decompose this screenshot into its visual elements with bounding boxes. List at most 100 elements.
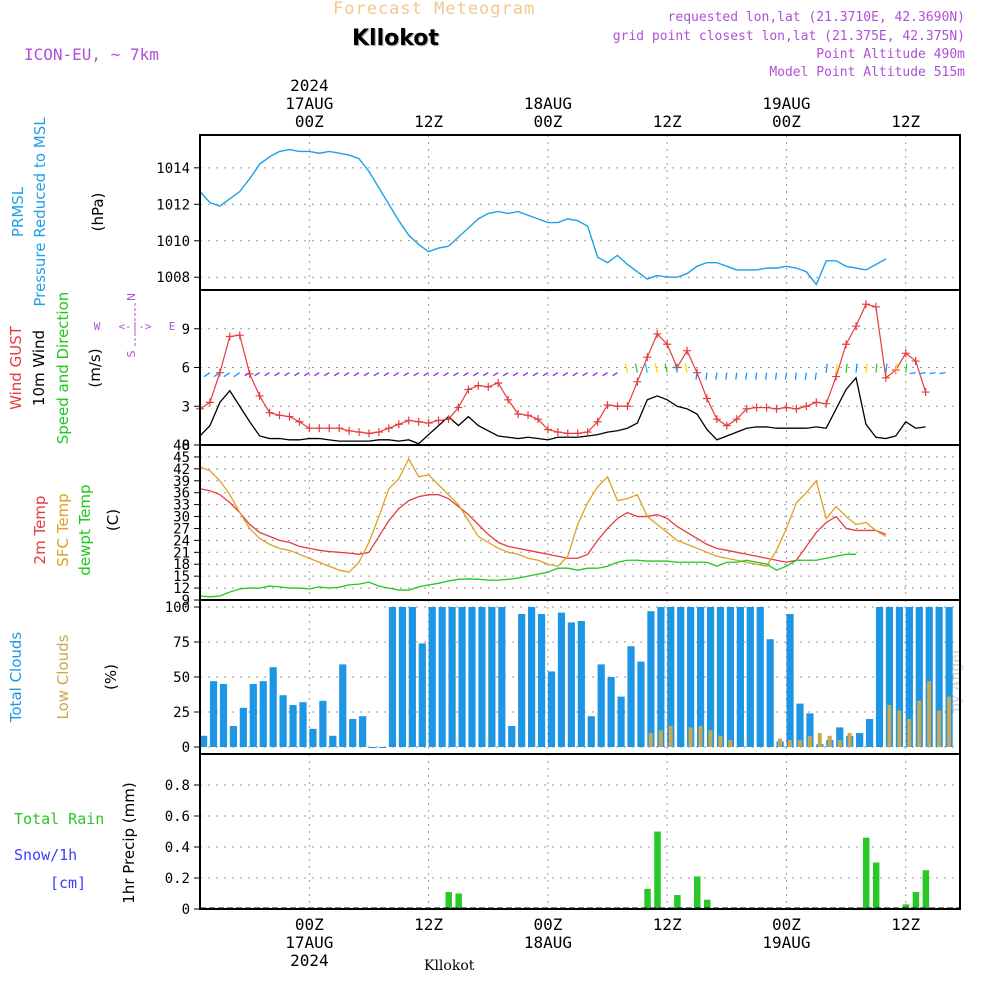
total-cloud-bar <box>388 607 397 747</box>
temp-2m-label: 2m Temp <box>31 496 49 565</box>
top-date-label: 17AUG <box>285 94 333 113</box>
rain-bar <box>644 888 651 909</box>
wind-direction-arrow <box>929 372 936 375</box>
total-cloud-bar <box>368 747 377 748</box>
total-cloud-bar <box>269 667 277 747</box>
total-cloud-bar <box>219 684 228 747</box>
temp-ytick-label: 24 <box>173 533 190 549</box>
temp-sfc-line <box>199 457 887 573</box>
low-clouds-label: Low Clouds <box>54 634 72 719</box>
total-cloud-bar <box>905 607 913 747</box>
wind-direction-arrow <box>875 363 878 373</box>
precip-ytick-label: 0.6 <box>165 809 190 825</box>
total-cloud-bar <box>349 719 357 747</box>
low-cloud-bar <box>897 710 902 747</box>
temp-ytick-label: 30 <box>173 510 190 526</box>
compass-center: <-|-> <box>118 320 151 333</box>
gust-marker <box>772 404 781 413</box>
wind-direction-arrow <box>522 372 529 377</box>
total-cloud-bar <box>498 607 506 747</box>
wind-direction-arrow <box>774 372 778 380</box>
temp-ytick-label: 21 <box>173 545 190 561</box>
wind-direction-arrow <box>463 372 469 377</box>
wind-direction-arrow <box>552 372 559 377</box>
precip-ytick-label: 0.2 <box>165 871 190 887</box>
chart-title: Forecast Meteogram <box>333 0 536 19</box>
gust-marker <box>653 329 662 338</box>
compass-north: N <box>125 293 138 301</box>
bottom-hour-label: 00Z <box>295 915 324 934</box>
gust-marker <box>702 394 711 403</box>
gust-marker <box>762 403 771 412</box>
total-cloud-bar <box>259 681 267 747</box>
low-cloud-bar <box>797 740 802 747</box>
wind-direction-arrow <box>403 372 410 377</box>
total-cloud-bar <box>508 726 516 747</box>
pressure-ytick-label: 1012 <box>156 197 190 213</box>
wind-direction-arrow <box>745 372 748 380</box>
wind-direction-arrow <box>492 372 499 377</box>
wind-ytick-label: 6 <box>182 361 190 377</box>
gust-marker <box>444 415 453 424</box>
total-cloud-bar <box>458 607 466 747</box>
wind-ytick-label: 0 <box>182 438 190 454</box>
compass-east: E <box>169 320 176 333</box>
total-cloud-bar <box>359 716 367 747</box>
wind-direction-arrow <box>343 372 350 377</box>
rain-label: Total Rain <box>14 810 104 828</box>
pressure-line <box>199 148 887 286</box>
gust-marker <box>285 412 294 421</box>
top-year-label: 2024 <box>290 76 329 95</box>
wind-direction-arrow <box>784 372 788 380</box>
gust-marker <box>464 385 473 394</box>
wind-direction-arrow <box>919 372 926 375</box>
rain-bar <box>922 870 930 909</box>
gust-marker <box>315 424 324 433</box>
total-cloud-bar <box>865 719 874 747</box>
total-cloud-bar <box>438 607 446 747</box>
wind-direction-arrow <box>674 363 678 373</box>
total-cloud-bar <box>627 646 635 747</box>
rain-bar <box>445 891 452 909</box>
point-altitude: Point Altitude 490m <box>816 47 965 62</box>
wind-direction-arrow <box>482 372 489 377</box>
wind-direction-arrow <box>244 372 251 377</box>
low-cloud-bar <box>668 726 673 747</box>
gust-marker <box>235 331 244 340</box>
gust-marker <box>404 416 413 425</box>
gust-marker <box>504 395 513 404</box>
total-cloud-bar <box>468 607 476 747</box>
bottom-hour-label: 12Z <box>891 915 920 934</box>
wind-direction-arrow <box>654 363 658 373</box>
temp-ytick-label: 9 <box>182 593 190 609</box>
bottom-hour-label: 00Z <box>772 915 801 934</box>
low-cloud-bar <box>817 733 822 747</box>
temp-panel-frame <box>199 444 961 601</box>
total-cloud-bar <box>408 607 416 747</box>
total-cloud-bar <box>935 607 943 747</box>
bottom-year-label: 2024 <box>290 951 329 970</box>
gust-marker <box>573 429 582 438</box>
gust-marker <box>434 416 443 425</box>
low-cloud-bar <box>937 710 942 747</box>
temp-ytick-label: 42 <box>173 462 190 478</box>
total-cloud-bar <box>716 607 725 747</box>
gust-marker <box>901 349 910 358</box>
gust-marker <box>623 402 632 411</box>
gust-marker <box>812 398 821 407</box>
wind-direction-arrow <box>233 372 241 378</box>
low-cloud-bar <box>827 735 832 747</box>
total-cloud-bar <box>806 713 814 747</box>
gust-marker <box>325 424 334 433</box>
gust-marker <box>643 353 652 362</box>
wind-direction-arrow <box>612 372 618 377</box>
gust-marker <box>454 403 463 412</box>
total-cloud-bar <box>597 664 605 747</box>
wind-direction-arrow <box>264 372 270 377</box>
wind-direction-arrow <box>313 372 320 377</box>
footer-location: Kllokot <box>424 958 475 974</box>
wind-direction-arrow <box>383 372 390 377</box>
wind-direction-arrow <box>602 372 608 377</box>
total-cloud-bar <box>319 700 327 747</box>
wind-direction-arrow <box>393 372 400 377</box>
